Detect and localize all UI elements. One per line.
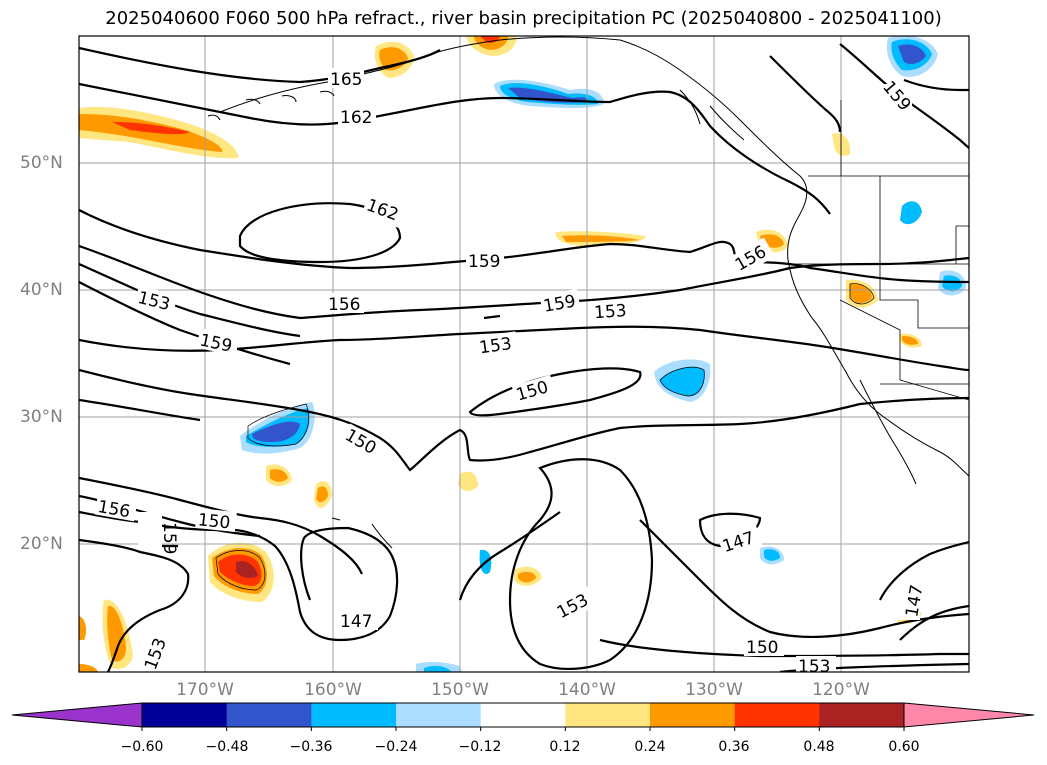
contour-label: 165 [330,70,362,90]
colorbar-tick-label: −0.48 [205,739,249,755]
contour-label: 153 [593,301,627,323]
colorbar-tick-label: −0.24 [374,739,418,755]
contour-label: 156 [328,295,360,315]
lat-label: 40°N [20,280,63,300]
colorbar [11,702,1035,731]
colorbar-tick-label: 0.12 [549,739,581,755]
colorbar-tick-label: −0.60 [120,739,164,755]
colorbar-cell [142,703,228,727]
lat-label: 20°N [20,534,63,554]
contour-label: 159 [468,252,500,272]
colorbar-cell [396,703,482,727]
lon-label: 170°W [176,680,234,700]
colorbar-cell [480,703,566,727]
lon-label: 120°W [812,680,870,700]
colorbar-cell [650,703,736,727]
colorbar-cell [311,703,397,727]
colorbar-cell [226,703,312,727]
colorbar-tick-label: 0.48 [803,739,835,755]
contour-label: 159 [159,522,179,554]
colorbar-cell [565,703,651,727]
colorbar-cell [819,703,905,727]
lat-label: 30°N [20,407,63,427]
contour-label: 150 [746,638,778,658]
lon-label: 160°W [304,680,362,700]
contour-label: 153 [478,334,513,358]
refractivity-contours [79,43,969,672]
colorbar-cell [734,703,820,727]
contour-label: 150 [197,510,231,533]
map-title: 2025040600 F060 500 hPa refract., river … [105,8,942,29]
lon-label: 130°W [685,680,743,700]
colorbar-tick-label: −0.12 [458,739,502,755]
colorbar-tick-label: 0.36 [718,739,750,755]
map-frame [78,35,970,673]
colorbar-tick-label: 0.24 [634,739,666,755]
lon-label: 140°W [558,680,616,700]
contour-label: 162 [340,108,372,128]
precip-shading [79,36,966,672]
colorbar-tick-label: 0.60 [888,739,920,755]
contour-label: 153 [798,657,830,677]
lon-label: 150°W [431,680,489,700]
shading-outlines [215,283,875,591]
political-borders [788,100,969,401]
colorbar-extend-high [903,702,1035,728]
lat-label: 50°N [20,153,63,173]
colorbar-extend-low [11,702,143,728]
contour-label: 147 [340,612,372,632]
colorbar-tick-label: −0.36 [289,739,333,755]
